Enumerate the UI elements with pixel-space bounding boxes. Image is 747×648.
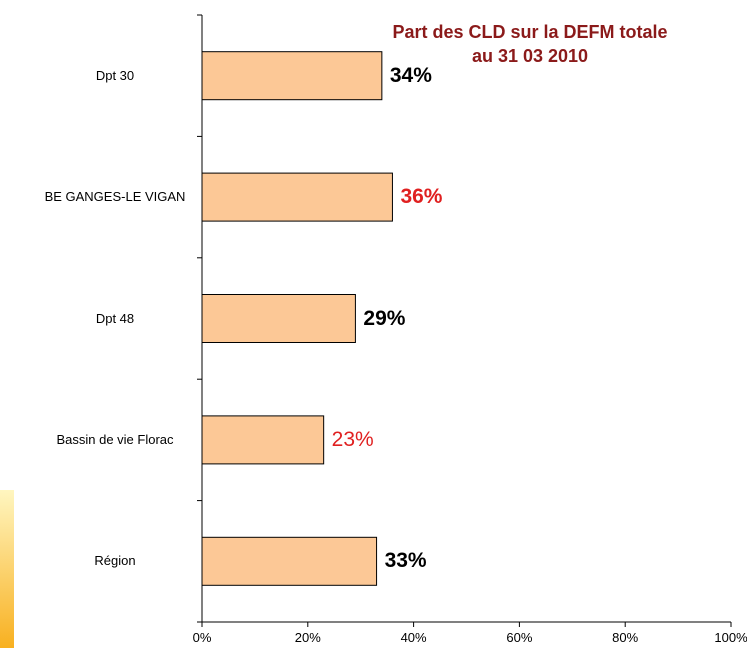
x-tick-label: 100% — [701, 630, 747, 645]
x-tick-label: 0% — [172, 630, 232, 645]
x-tick-label: 40% — [384, 630, 444, 645]
data-label: 29% — [363, 307, 405, 331]
data-label: 33% — [385, 549, 427, 573]
title-line: Part des CLD sur la DEFM totale — [320, 20, 740, 44]
bar — [202, 295, 355, 343]
x-tick-label: 60% — [489, 630, 549, 645]
data-label: 36% — [400, 185, 442, 209]
bar — [202, 416, 324, 464]
y-tick-label: Région — [40, 552, 190, 570]
chart-title: Part des CLD sur la DEFM totale au 31 03… — [320, 20, 740, 68]
x-tick-label: 20% — [278, 630, 338, 645]
decoration — [0, 490, 14, 648]
data-label: 23% — [332, 428, 374, 452]
y-tick-label: Dpt 48 — [40, 310, 190, 328]
y-tick-label: Bassin de vie Florac — [40, 431, 190, 449]
y-tick-label: Dpt 30 — [40, 67, 190, 85]
chart: Part des CLD sur la DEFM totale au 31 03… — [0, 0, 747, 648]
data-label: 34% — [390, 64, 432, 88]
bar — [202, 537, 377, 585]
bar — [202, 173, 392, 221]
title-line: au 31 03 2010 — [320, 44, 740, 68]
x-tick-label: 80% — [595, 630, 655, 645]
y-tick-label: BE GANGES-LE VIGAN — [40, 188, 190, 206]
